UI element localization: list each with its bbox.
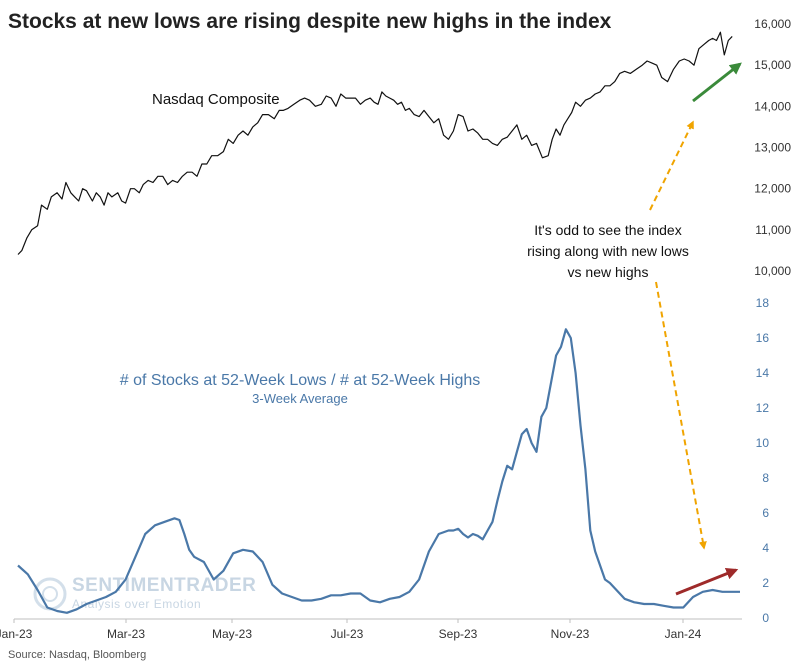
source-note: Source: Nasdaq, Bloomberg — [8, 649, 146, 661]
ratio-y-tick: 6 — [762, 506, 769, 520]
watermark-logo-inner-icon — [42, 586, 58, 602]
x-tick-label: Mar-23 — [107, 627, 145, 641]
ratio-y-tick: 10 — [756, 436, 770, 450]
annotation-line-3: vs new highs — [568, 264, 649, 280]
ratio-y-tick: 8 — [762, 471, 769, 485]
ratio-y-tick: 0 — [762, 611, 769, 625]
nasdaq-y-tick: 13,000 — [754, 141, 791, 155]
ratio-y-tick: 12 — [756, 401, 770, 415]
nasdaq-line — [17, 31, 733, 255]
ratio-y-tick: 4 — [762, 541, 769, 555]
x-tick-label: Sep-23 — [439, 627, 478, 641]
watermark-line2: Analysis over Emotion — [72, 597, 201, 611]
ratio-line — [17, 328, 740, 614]
green-arrow-icon — [692, 62, 742, 103]
ratio-y-axis: 0 2 4 6 8 10 12 14 16 18 — [756, 296, 770, 625]
x-tick-label: Jan-24 — [665, 627, 702, 641]
annotation-line-2: rising along with new lows — [527, 243, 689, 259]
ratio-subtitle: 3-Week Average — [252, 391, 348, 406]
nasdaq-y-axis: 10,000 11,000 12,000 13,000 14,000 15,000 16,0… — [754, 17, 791, 278]
watermark-line1: SENTIMENTRADER — [72, 575, 256, 596]
ratio-y-tick: 14 — [756, 366, 770, 380]
annotation-line-1: It's odd to see the index — [534, 222, 681, 238]
watermark: SENTIMENTRADER Analysis over Emotion — [33, 575, 256, 611]
nasdaq-y-tick: 14,000 — [754, 99, 791, 113]
x-tick-label: Jan-23 — [0, 627, 33, 641]
orange-arrow-up-icon — [649, 120, 694, 211]
ratio-y-tick: 2 — [762, 576, 769, 590]
nasdaq-y-tick: 12,000 — [754, 182, 791, 196]
nasdaq-y-tick: 11,000 — [755, 223, 791, 237]
chart-title: Stocks at new lows are rising despite ne… — [8, 10, 612, 33]
ratio-label: # of Stocks at 52-Week Lows / # at 52-We… — [120, 372, 480, 389]
x-tick-label: Nov-23 — [551, 627, 590, 641]
nasdaq-label: Nasdaq Composite — [152, 91, 280, 108]
ratio-y-tick: 18 — [756, 296, 770, 310]
nasdaq-y-tick: 10,000 — [754, 264, 791, 278]
x-axis: Jan-23 Mar-23 May-23 Jul-23 Sep-23 Nov-23 Jan-… — [0, 619, 702, 641]
nasdaq-y-tick: 16,000 — [754, 17, 791, 31]
x-tick-label: May-23 — [212, 627, 252, 641]
nasdaq-y-tick: 15,000 — [754, 58, 791, 72]
ratio-series — [17, 328, 740, 614]
nasdaq-series — [17, 31, 733, 255]
x-tick-label: Jul-23 — [331, 627, 364, 641]
ratio-y-tick: 16 — [756, 331, 770, 345]
red-arrow-icon — [675, 567, 739, 596]
annotation: It's odd to see the index rising along w… — [527, 222, 689, 280]
orange-arrow-down-icon — [655, 281, 707, 550]
arrows — [649, 62, 742, 596]
